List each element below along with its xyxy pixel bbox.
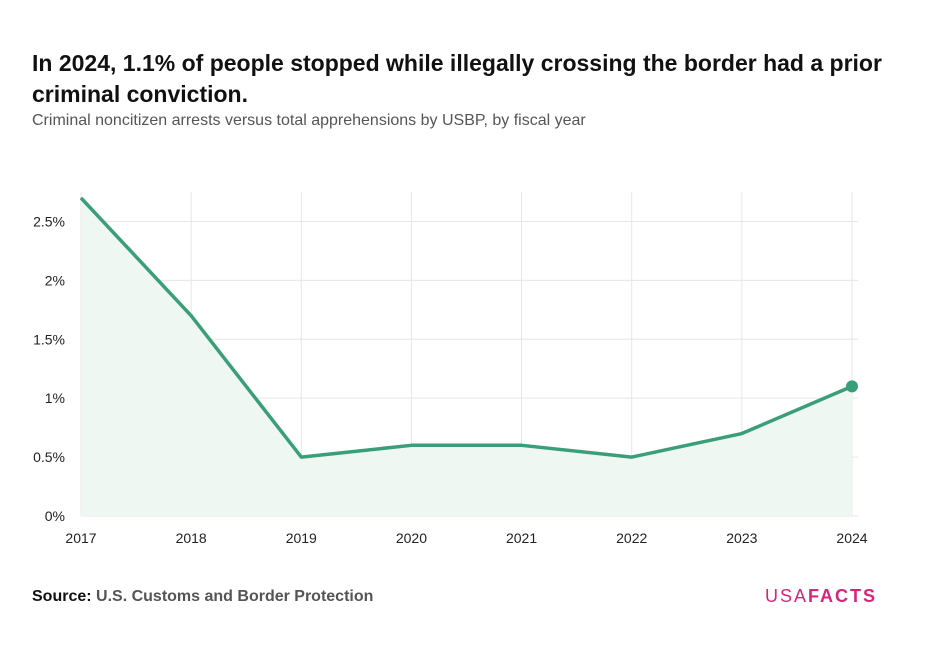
x-tick-label: 2021: [506, 530, 537, 546]
x-tick-label: 2019: [286, 530, 317, 546]
x-tick-label: 2023: [726, 530, 757, 546]
x-tick-label: 2024: [836, 530, 867, 546]
line-chart: 0%0.5%1%1.5%2%2.5% 2017 2018 2019 2020 2021 2…: [33, 192, 868, 546]
source-label: Source:: [32, 588, 92, 605]
data-points: [846, 380, 858, 393]
data-point-2024: [846, 380, 858, 393]
y-tick-label: 2.5%: [33, 213, 65, 229]
logo-usa-text: USA: [764, 586, 808, 606]
x-axis-tick-labels: 2017 2018 2019 2020 2021 2022 2023 2024: [65, 530, 867, 546]
series-line: [79, 196, 853, 459]
chart-subtitle: Criminal noncitizen arrests versus total…: [32, 112, 586, 129]
x-tick-label: 2017: [65, 530, 96, 546]
chart-title: In 2024, 1.1% of people stopped while il…: [32, 50, 882, 107]
source-note: Source: U.S. Customs and Border Protecti…: [32, 588, 373, 606]
x-tick-label: 2018: [176, 530, 207, 546]
usafacts-logo[interactable]: USAFACTS: [765, 586, 877, 607]
y-tick-label: 1%: [45, 390, 65, 406]
logo-facts-text: FACTS: [807, 586, 877, 606]
x-tick-label: 2020: [396, 530, 427, 546]
area-fill: [81, 197, 852, 516]
y-tick-label: 0.5%: [33, 449, 65, 465]
y-axis-tick-labels: 0% 0.5% 1% 1.5% 2% 2.5%: [33, 213, 65, 524]
y-tick-label: 0%: [45, 508, 65, 524]
y-tick-label: 1.5%: [33, 331, 65, 347]
source-value: U.S. Customs and Border Protection: [96, 588, 374, 605]
x-tick-label: 2022: [616, 530, 647, 546]
y-tick-label: 2%: [45, 272, 65, 288]
